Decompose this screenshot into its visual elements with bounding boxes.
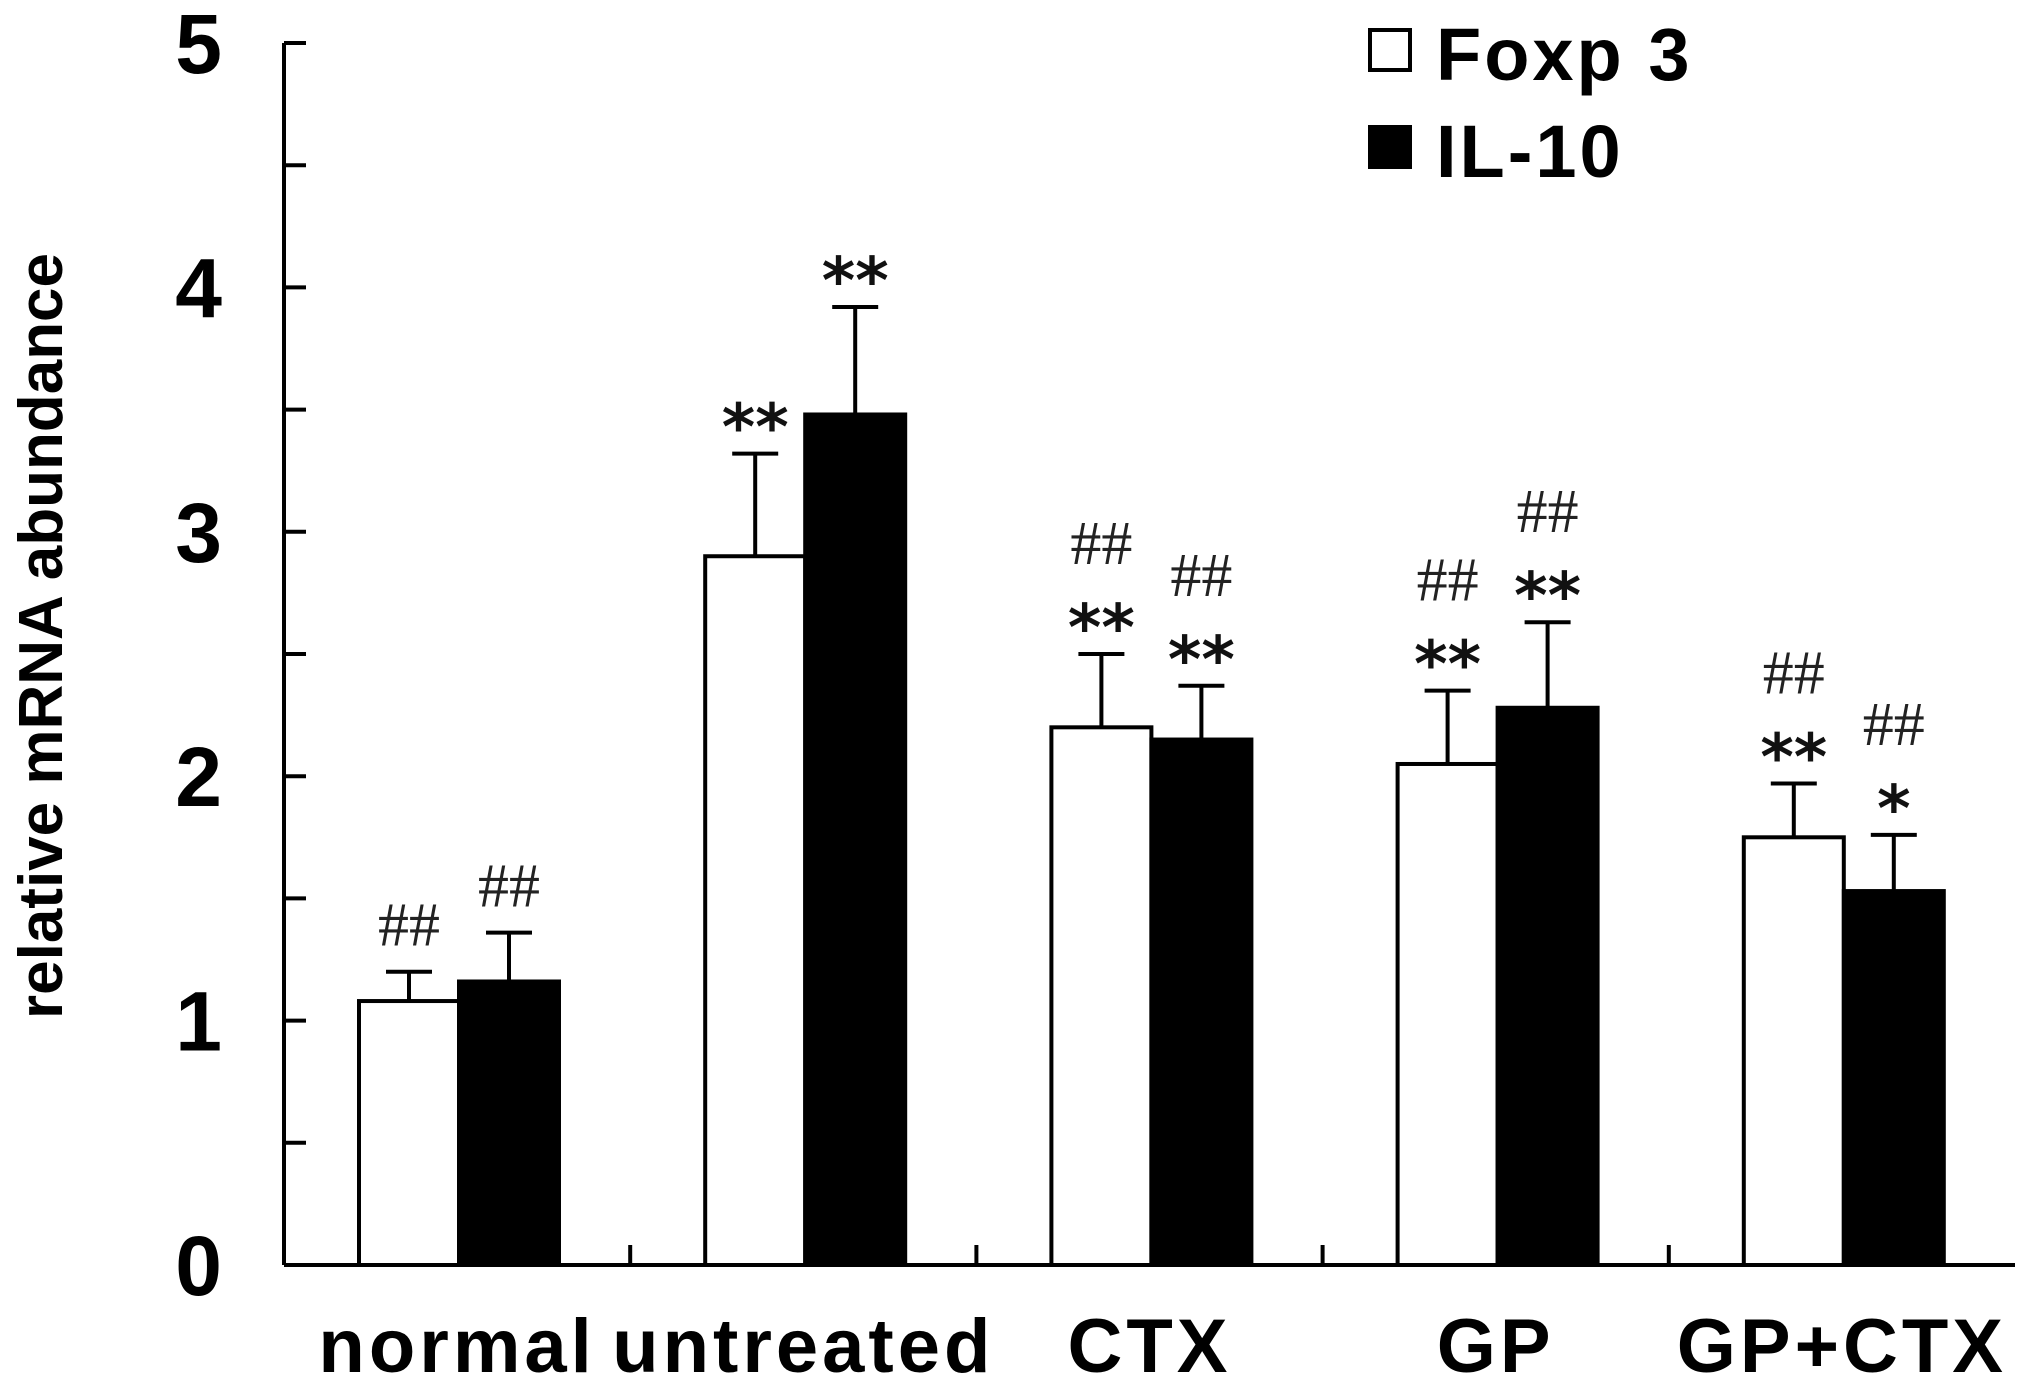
- y-tick-label: 5: [175, 0, 222, 91]
- significance-label: ##: [1070, 510, 1132, 578]
- y-axis-title: relative mRNA abundance: [7, 253, 76, 1019]
- category-label: untreated: [612, 1304, 994, 1389]
- category-label: GP+CTX: [1677, 1304, 2007, 1389]
- legend-label: IL-10: [1436, 110, 1624, 193]
- bar: [1049, 725, 1154, 1267]
- significance-annotations: ## ## ** ** ** ## ** ## ** ## ** ## ** ## * ##: [378, 245, 1925, 960]
- significance-label: **: [1168, 624, 1235, 698]
- significance-label: ##: [1763, 640, 1825, 708]
- significance-label: ##: [1863, 691, 1925, 759]
- bar: [1149, 737, 1254, 1267]
- y-tick-label: 0: [175, 1219, 222, 1313]
- significance-label: **: [1414, 629, 1481, 703]
- bar: [1741, 835, 1846, 1267]
- significance-label: ##: [378, 892, 440, 960]
- category-label: normal: [318, 1304, 595, 1389]
- significance-label: *: [1877, 773, 1910, 847]
- bar: [1495, 705, 1600, 1267]
- legend-label: Foxp 3: [1436, 13, 1692, 96]
- bar: [703, 554, 808, 1267]
- legend-swatch: [1368, 125, 1412, 169]
- legend-swatch: [1368, 28, 1412, 72]
- bar: [1841, 889, 1946, 1267]
- significance-label: ##: [478, 853, 540, 921]
- significance-label: ##: [1417, 547, 1479, 615]
- bar: [357, 999, 461, 1267]
- significance-label: **: [1760, 722, 1827, 796]
- significance-label: **: [822, 245, 889, 319]
- y-tick-label: 4: [175, 241, 222, 335]
- error-bars: [386, 304, 1917, 1002]
- significance-label: **: [1514, 560, 1581, 634]
- legend: Foxp 3 IL-10: [1368, 13, 1692, 193]
- bar: [803, 412, 908, 1268]
- axes: [282, 41, 2015, 1267]
- significance-label: ##: [1170, 542, 1232, 610]
- y-tick-label: 1: [175, 975, 222, 1069]
- category-label: GP: [1437, 1304, 1555, 1389]
- y-tick-label: 3: [175, 486, 222, 580]
- bar: [457, 979, 561, 1267]
- bar: [1395, 761, 1500, 1267]
- significance-label: **: [722, 392, 789, 466]
- category-labels: normal untreated CTX GP GP+CTX: [318, 1304, 2007, 1389]
- significance-label: ##: [1517, 478, 1579, 546]
- significance-label: **: [1068, 592, 1135, 666]
- y-tick-label: 2: [175, 730, 222, 824]
- bars: [357, 412, 1946, 1268]
- y-tick-labels: 0 1 2 3 4 5: [175, 0, 222, 1313]
- category-label: CTX: [1068, 1304, 1232, 1389]
